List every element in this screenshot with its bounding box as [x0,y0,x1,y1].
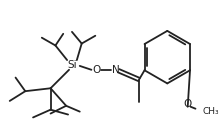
Text: O: O [92,65,100,75]
Text: CH₃: CH₃ [202,107,219,116]
Text: O: O [184,99,192,109]
Text: Si: Si [67,60,77,70]
Text: N: N [112,65,120,75]
